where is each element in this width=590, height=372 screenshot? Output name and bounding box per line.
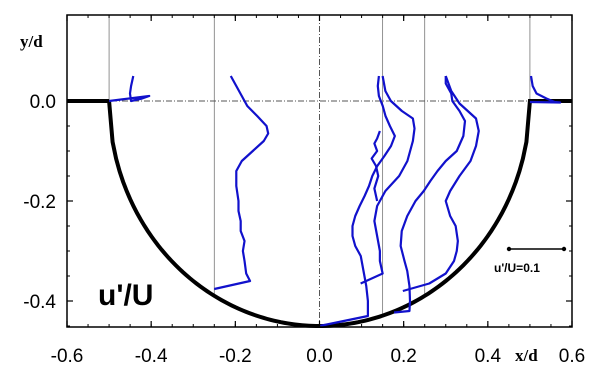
profile-curve xyxy=(319,75,396,328)
x-tick-label: 0.0 xyxy=(306,346,332,367)
x-tick-label: -0.4 xyxy=(135,346,168,367)
x-tick-label: -0.2 xyxy=(219,346,252,367)
scale-bar-label: u'/U=0.1 xyxy=(494,261,540,275)
scale-bar: u'/U=0.1 xyxy=(494,246,567,275)
profile-curve xyxy=(370,130,381,202)
profile-curve xyxy=(360,75,416,285)
wall-profile xyxy=(67,99,572,329)
scale-bar-end-left xyxy=(506,246,512,252)
station-reference-lines xyxy=(108,15,531,316)
centerlines xyxy=(67,15,572,327)
profile-curve xyxy=(108,75,151,103)
y-tick-label: -0.2 xyxy=(23,192,56,213)
x-axis-ticks: -0.6 -0.4 -0.2 0.0 0.2 0.4 0.6 xyxy=(51,15,585,367)
profile-curve xyxy=(393,76,467,314)
x-tick-label: 0.6 xyxy=(559,346,585,367)
y-tick-label: 0.0 xyxy=(30,92,56,113)
x-tick-label: 0.2 xyxy=(390,346,416,367)
y-axis-label: y/d xyxy=(20,32,43,51)
y-axis-ticks: 0.0 -0.2 -0.4 xyxy=(23,92,572,327)
profiles xyxy=(108,75,562,328)
x-axis-label: x/d xyxy=(515,346,538,365)
x-tick-label: -0.6 xyxy=(51,346,84,367)
y-tick-label: -0.4 xyxy=(23,292,56,313)
profile-curve xyxy=(529,75,562,104)
scale-bar-end-right xyxy=(561,246,567,252)
profile-curve xyxy=(214,75,270,291)
profile-curve xyxy=(402,75,480,293)
x-tick-label: 0.4 xyxy=(475,346,502,367)
panel-label: u'/U xyxy=(98,279,153,312)
